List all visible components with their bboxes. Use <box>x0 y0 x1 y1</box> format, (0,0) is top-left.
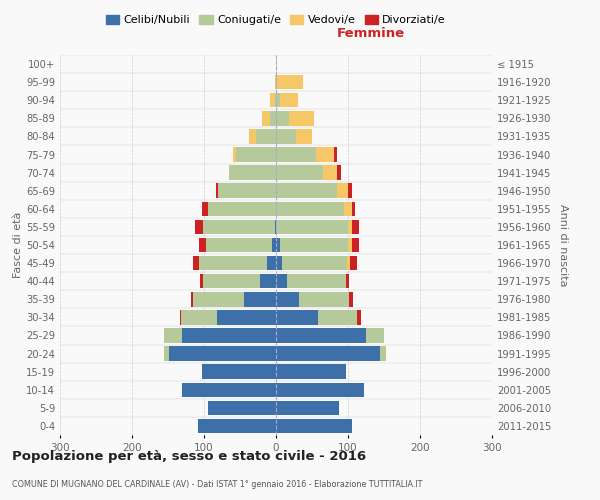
Bar <box>218 184 276 198</box>
Bar <box>276 310 318 324</box>
Bar <box>296 129 312 144</box>
Bar <box>208 202 276 216</box>
Bar <box>289 111 314 126</box>
Bar <box>277 75 302 90</box>
Bar <box>262 111 270 126</box>
Bar <box>182 382 276 397</box>
Bar <box>193 256 199 270</box>
Bar <box>268 256 276 270</box>
Bar <box>276 346 380 361</box>
Bar <box>276 274 287 288</box>
Bar <box>280 93 298 108</box>
Bar <box>208 400 276 415</box>
Bar <box>202 202 208 216</box>
Bar <box>244 292 276 306</box>
Bar <box>203 220 275 234</box>
Bar <box>346 274 349 288</box>
Bar <box>337 184 348 198</box>
Bar <box>256 129 276 144</box>
Bar <box>276 93 280 108</box>
Bar <box>229 166 276 180</box>
Bar <box>366 328 384 342</box>
Bar <box>272 238 276 252</box>
Bar <box>181 310 217 324</box>
Bar <box>276 400 340 415</box>
Bar <box>348 184 352 198</box>
Bar <box>276 382 364 397</box>
Bar <box>179 310 181 324</box>
Bar <box>217 310 276 324</box>
Bar <box>182 328 276 342</box>
Bar <box>275 93 276 108</box>
Bar <box>282 256 347 270</box>
Bar <box>276 129 296 144</box>
Bar <box>352 220 359 234</box>
Bar <box>276 57 277 72</box>
Bar <box>215 184 218 198</box>
Bar <box>299 292 349 306</box>
Bar <box>349 292 353 306</box>
Bar <box>276 328 366 342</box>
Y-axis label: Anni di nascita: Anni di nascita <box>558 204 568 286</box>
Text: Femmine: Femmine <box>337 27 405 40</box>
Bar <box>276 364 346 379</box>
Bar <box>352 238 359 252</box>
Bar <box>350 256 358 270</box>
Bar <box>196 220 203 234</box>
Bar <box>191 292 193 306</box>
Bar <box>276 166 323 180</box>
Bar <box>276 256 282 270</box>
Legend: Celibi/Nubili, Coniugati/e, Vedovi/e, Divorziati/e: Celibi/Nubili, Coniugati/e, Vedovi/e, Di… <box>101 10 451 30</box>
Bar <box>276 148 316 162</box>
Bar <box>164 328 182 342</box>
Bar <box>348 238 352 252</box>
Bar <box>199 238 206 252</box>
Bar <box>276 111 289 126</box>
Bar <box>358 310 361 324</box>
Bar <box>193 292 244 306</box>
Bar <box>287 274 346 288</box>
Bar <box>199 256 268 270</box>
Bar <box>276 220 348 234</box>
Bar <box>276 75 277 90</box>
Bar <box>316 148 334 162</box>
Bar <box>248 129 256 144</box>
Bar <box>169 346 276 361</box>
Text: COMUNE DI MUGNANO DEL CARDINALE (AV) - Dati ISTAT 1° gennaio 2016 - Elaborazione: COMUNE DI MUGNANO DEL CARDINALE (AV) - D… <box>12 480 422 489</box>
Bar <box>233 148 236 162</box>
Bar <box>318 310 358 324</box>
Bar <box>270 93 275 108</box>
Bar <box>260 274 276 288</box>
Bar <box>344 202 352 216</box>
Bar <box>270 111 276 126</box>
Bar <box>334 148 337 162</box>
Bar <box>276 418 352 433</box>
Bar <box>276 238 280 252</box>
Bar <box>348 220 352 234</box>
Bar <box>203 274 260 288</box>
Y-axis label: Fasce di età: Fasce di età <box>13 212 23 278</box>
Text: Popolazione per età, sesso e stato civile - 2016: Popolazione per età, sesso e stato civil… <box>12 450 366 463</box>
Bar <box>200 274 203 288</box>
Bar <box>164 346 169 361</box>
Bar <box>275 75 276 90</box>
Bar <box>352 202 355 216</box>
Bar <box>347 256 350 270</box>
Bar <box>276 184 337 198</box>
Bar <box>276 292 299 306</box>
Bar <box>198 418 276 433</box>
Bar <box>380 346 386 361</box>
Bar <box>206 238 272 252</box>
Bar <box>337 166 341 180</box>
Bar <box>275 220 276 234</box>
Bar <box>202 364 276 379</box>
Bar <box>276 202 344 216</box>
Bar <box>323 166 337 180</box>
Bar <box>236 148 276 162</box>
Bar <box>280 238 348 252</box>
